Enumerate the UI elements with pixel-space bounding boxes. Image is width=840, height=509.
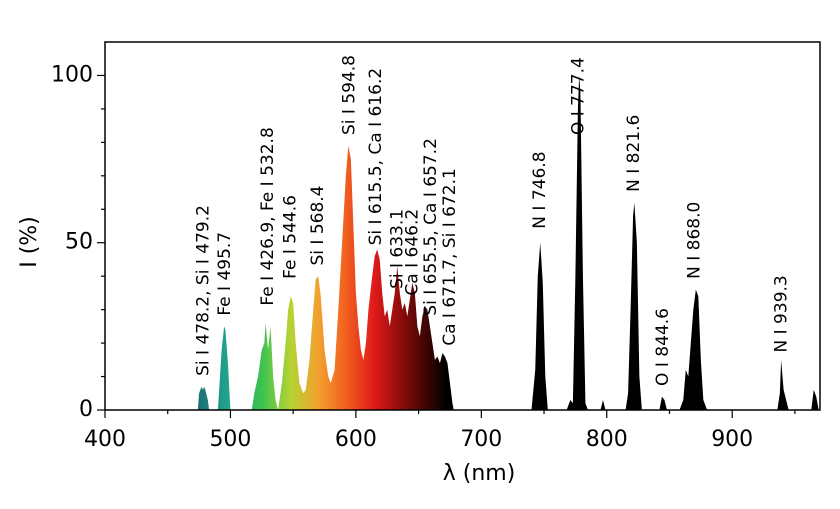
y-tick-label: 100 [51,62,93,87]
x-tick-label: 600 [335,427,377,452]
peak-label: Si I 594.8 [339,55,359,135]
x-tick-label: 700 [460,427,502,452]
peak-label: Si I 633.1 [387,209,407,289]
peak-label: Ca I 646.2 [402,209,422,296]
peak-label: Fe I 544.6 [281,195,301,279]
peak-label: Fe I 495.7 [215,232,235,316]
peak-label: O I 777.4 [568,57,588,135]
peak-label: N I 746.8 [530,151,550,228]
x-tick-label: 400 [84,427,126,452]
peak-label: N I 821.6 [624,115,644,192]
peak-label: Si I 478.2, Si I 479.2 [194,205,214,376]
y-axis-title: I (%) [17,216,42,268]
peak-label: N I 868.0 [685,202,705,279]
peak-label: Fe I 426.9, Fe I 532.8 [258,127,278,305]
peak-label: Si I 655.5, Ca I 657.2 [421,138,441,316]
peak-label: Si I 615.5, Ca I 616.2 [366,68,386,246]
x-tick-label: 500 [209,427,251,452]
y-tick-label: 0 [79,397,93,422]
peak-label: O I 844.6 [653,308,673,386]
peak-label: N I 939.3 [771,275,791,352]
plot-frame [104,41,821,411]
y-tick-label: 50 [65,230,93,255]
peak-label: Ca I 671.7, Si I 672.1 [440,168,460,346]
x-tick-label: 900 [711,427,753,452]
x-axis-title: λ (nm) [443,461,516,486]
x-tick-label: 800 [586,427,628,452]
peak-label: Si I 568.4 [308,185,328,265]
